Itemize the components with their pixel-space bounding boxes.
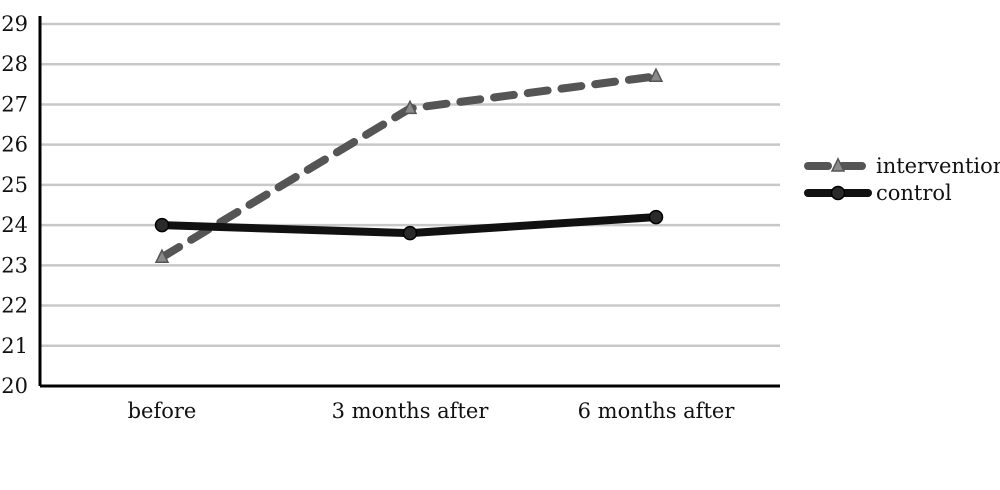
y-tick-label: 26 — [1, 133, 28, 157]
legend-item-control: control — [804, 181, 952, 205]
y-tick-label: 25 — [1, 173, 28, 197]
x-tick-labels: before 3 months after 6 months after — [128, 399, 736, 423]
data-point-intervention — [402, 99, 418, 115]
y-tick-label: 20 — [1, 374, 28, 398]
legend-label: control — [876, 181, 952, 205]
data-point-intervention — [648, 67, 664, 82]
data-point-control — [154, 217, 170, 233]
x-tick-label: 3 months after — [332, 399, 490, 423]
y-tick-label: 22 — [1, 294, 28, 318]
legend: intervention control — [804, 154, 1000, 205]
legend-item-intervention: intervention — [804, 154, 1000, 178]
x-tick-label: 6 months after — [578, 399, 736, 423]
y-tick-labels: 20 21 22 23 24 25 26 27 28 29 — [1, 12, 28, 398]
y-tick-label: 27 — [1, 92, 28, 116]
y-tick-label: 21 — [1, 334, 28, 358]
data-series — [154, 67, 664, 263]
x-tick-label: before — [128, 399, 197, 423]
legend-swatch-marker — [830, 185, 846, 201]
y-tick-label: 24 — [1, 213, 28, 237]
data-point-intervention — [154, 248, 170, 263]
data-point-control — [402, 225, 418, 241]
data-point-control — [648, 209, 664, 225]
legend-swatch-marker — [830, 157, 846, 172]
y-tick-label: 29 — [1, 12, 28, 36]
y-tick-label: 23 — [1, 253, 28, 277]
legend-label: intervention — [876, 154, 1000, 178]
y-tick-label: 28 — [1, 52, 28, 76]
series-intervention — [154, 67, 664, 263]
axes — [38, 16, 780, 388]
series-control — [154, 209, 664, 241]
gridlines — [40, 22, 780, 348]
